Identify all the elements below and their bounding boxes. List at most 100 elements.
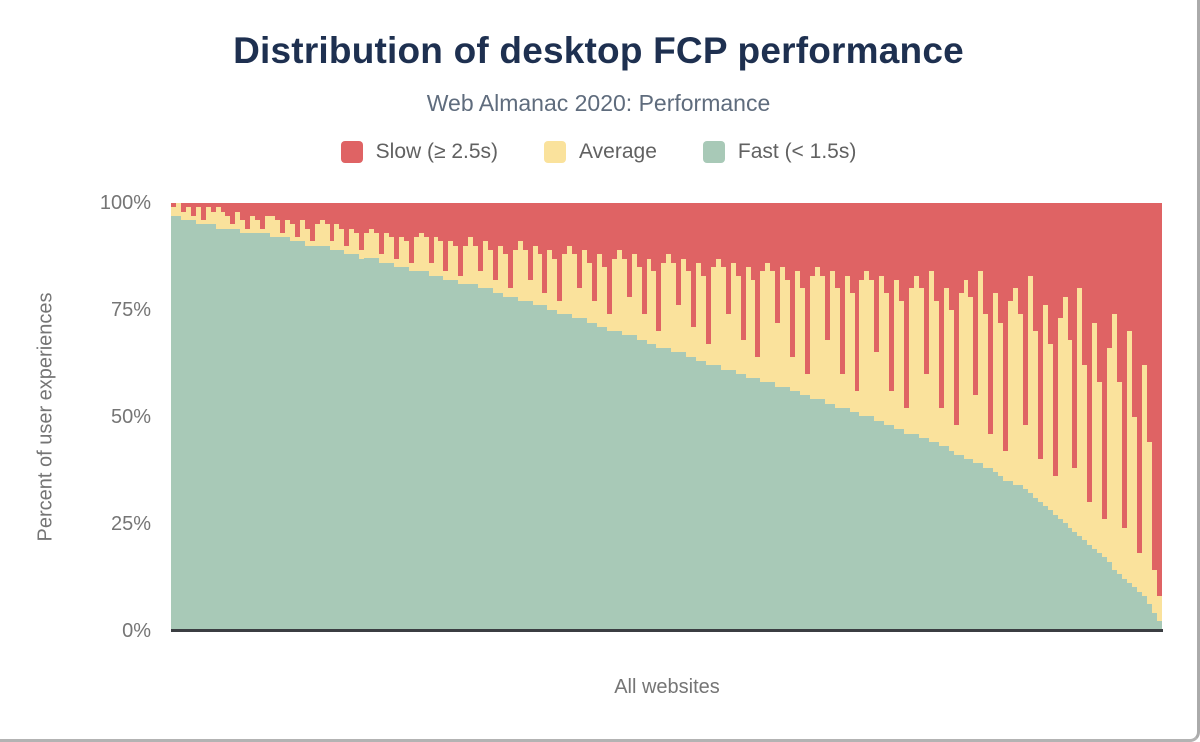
bar-segment-average	[374, 232, 380, 259]
bar	[710, 203, 716, 630]
bar-segment-average	[636, 267, 642, 340]
bar	[854, 203, 860, 630]
bar	[1141, 203, 1147, 630]
bar-segment-slow	[715, 203, 721, 259]
bar-segment-average	[265, 215, 271, 233]
bar	[958, 203, 964, 630]
bar	[1087, 203, 1093, 630]
bar-segment-average	[601, 267, 607, 327]
bar	[1122, 203, 1127, 630]
bar-segment-average	[250, 215, 256, 233]
bar-segment-slow	[859, 203, 865, 280]
bar-segment-fast	[1017, 484, 1023, 630]
bar-segment-average	[953, 425, 959, 455]
bar-segment-average	[294, 237, 300, 242]
bar-segment-slow	[671, 203, 677, 263]
bar-segment-slow	[928, 203, 934, 272]
bar-segment-slow	[745, 203, 751, 268]
bar-segment-fast	[572, 318, 578, 630]
bar	[661, 203, 667, 630]
bar-segment-average	[463, 245, 469, 285]
bar-segment-slow	[398, 203, 404, 238]
bar-segment-average	[1151, 570, 1157, 613]
bar	[735, 203, 741, 630]
bar	[720, 203, 726, 630]
bar-segment-slow	[1037, 203, 1043, 460]
bar	[403, 203, 409, 630]
bar	[993, 203, 999, 630]
bar	[255, 203, 261, 630]
bar-segment-average	[631, 254, 637, 336]
bar-segment-slow	[587, 203, 593, 263]
bar-segment-slow	[1003, 203, 1009, 451]
bar-segment-average	[963, 279, 969, 460]
bar-segment-slow	[1017, 203, 1023, 315]
bar-segment-fast	[215, 228, 221, 630]
bar-segment-fast	[562, 314, 568, 630]
bar-segment-average	[626, 296, 632, 336]
bar	[1102, 203, 1108, 630]
bar-segment-average	[393, 258, 399, 268]
bar-segment-average	[1032, 331, 1038, 498]
bar-segment-slow	[230, 203, 236, 225]
bar-segment-slow	[839, 203, 845, 374]
bar-segment-slow	[294, 203, 300, 238]
bar-segment-slow	[1102, 203, 1108, 519]
chart-title: Distribution of desktop FCP performance	[233, 30, 964, 71]
bar-segment-fast	[319, 245, 325, 630]
bar-segment-slow	[458, 203, 464, 276]
bar-segment-average	[537, 254, 543, 306]
bar-segment-fast	[557, 314, 563, 630]
bar-segment-average	[473, 245, 479, 285]
legend-swatch-slow	[340, 141, 363, 163]
bar-segment-fast	[770, 382, 776, 630]
bar-segment-slow	[884, 203, 890, 293]
bar-segment-average	[388, 237, 394, 263]
bar	[889, 203, 895, 630]
bar-segment-fast	[527, 301, 533, 630]
bar-segment-slow	[527, 203, 533, 280]
bar-segment-average	[641, 314, 647, 340]
bar-segment-fast	[587, 322, 593, 630]
bar-segment-fast	[507, 296, 513, 630]
bar	[299, 203, 305, 630]
bar	[304, 203, 310, 630]
bar-segment-fast	[621, 335, 627, 630]
bar-segment-slow	[785, 203, 791, 280]
bar-segment-fast	[349, 254, 355, 630]
bar-segment-average	[819, 275, 825, 400]
bar	[1032, 203, 1038, 630]
bar-segment-fast	[978, 463, 984, 630]
bar-segment-fast	[1112, 570, 1118, 630]
bar-segment-fast	[250, 232, 256, 630]
bar-segment-average	[478, 271, 484, 289]
bar-segment-average	[1013, 288, 1018, 485]
bar-segment-slow	[978, 203, 984, 272]
bar-segment-fast	[814, 399, 820, 630]
bar-segment-slow	[180, 203, 186, 212]
bar	[582, 203, 588, 630]
bar-segment-average	[284, 220, 290, 238]
bar-segment-fast	[502, 296, 508, 630]
bar-segment-fast	[339, 249, 345, 630]
bar	[483, 203, 488, 630]
bar-segment-slow	[1057, 203, 1063, 319]
bar	[171, 203, 176, 630]
bar-segment-average	[1077, 288, 1083, 537]
bar-segment-fast	[795, 390, 801, 630]
bar-segment-slow	[448, 203, 454, 242]
bar-segment-average	[379, 254, 384, 263]
bar-segment-fast	[359, 258, 365, 630]
bar-segment-fast	[958, 454, 964, 630]
bar-segment-slow	[968, 203, 974, 297]
bar-segment-slow	[874, 203, 880, 353]
bar-segment-slow	[443, 203, 449, 272]
bar-segment-slow	[889, 203, 895, 391]
bar-segment-average	[616, 249, 622, 332]
bar	[894, 203, 900, 630]
bar-segment-average	[814, 267, 820, 400]
bar-segment-slow	[220, 203, 226, 212]
bar-segment-fast	[532, 305, 538, 630]
bar-segment-average	[973, 395, 979, 464]
